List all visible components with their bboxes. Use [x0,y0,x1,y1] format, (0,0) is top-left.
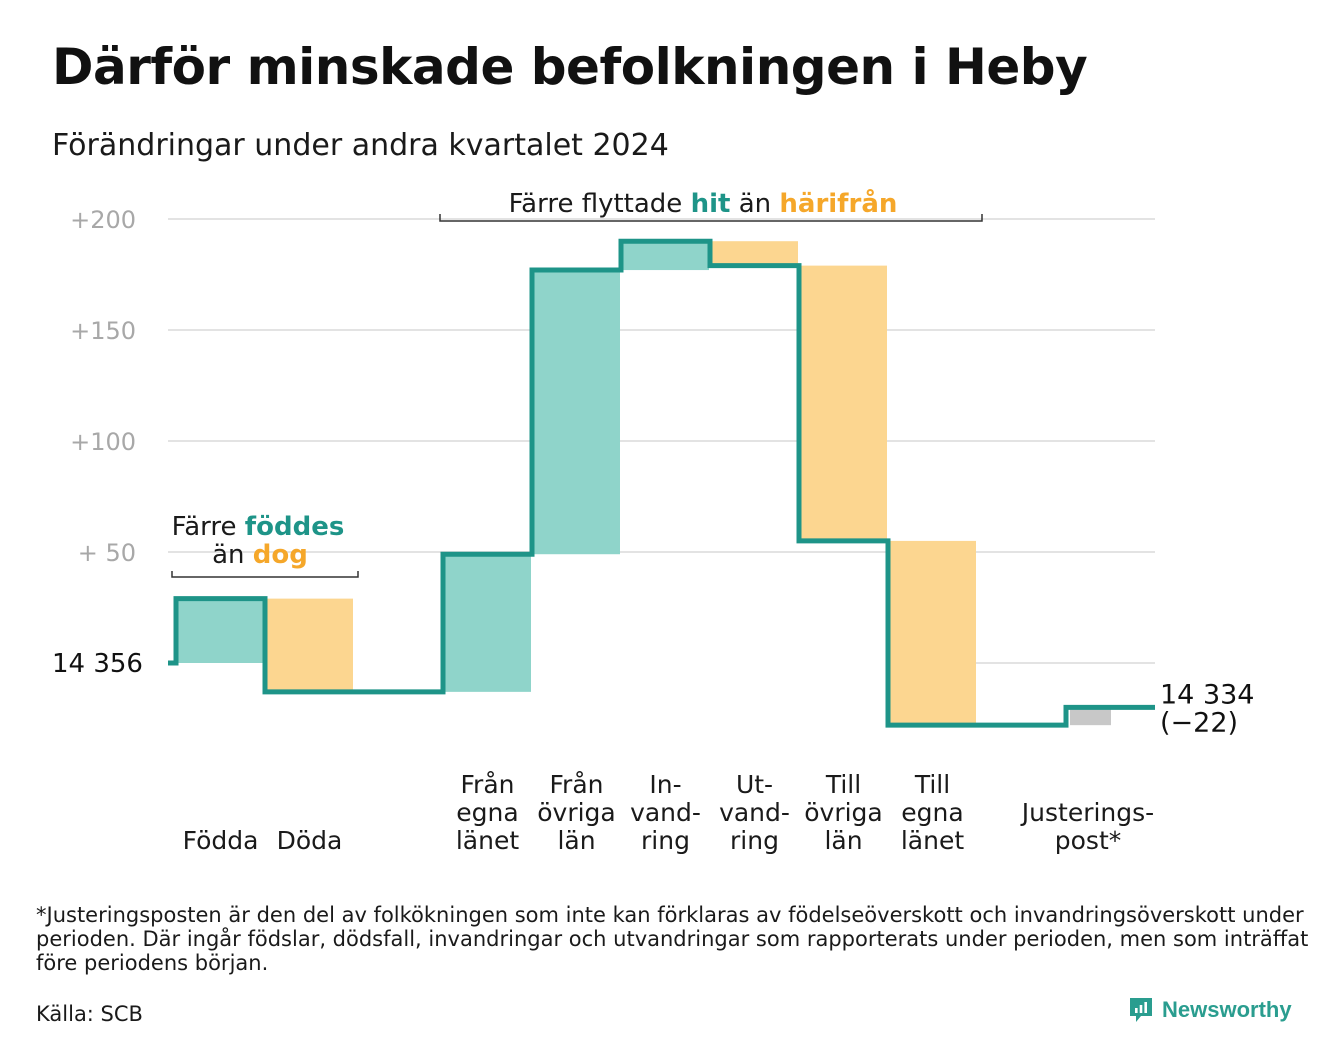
annotation-migration: Färre flyttade hit än härifrån [509,187,898,219]
waterfall-bar [533,270,620,555]
footnote: *Justeringsposten är den del av folkökni… [36,903,1309,975]
waterfall-bar [889,540,976,726]
category-label-line: Till [825,770,861,799]
category-label: Till övriga län [804,770,883,855]
category-label-line: Från [460,770,514,799]
annotation-part: föddes [245,512,345,542]
y-tick-label: + 50 [78,539,136,567]
chart-title: Därför minskade befolkningen i Heby [52,38,1088,96]
end-value-label: 14 334 [1160,679,1254,710]
category-label: Till egna länet [901,770,964,855]
category-label-line: Från [549,770,603,799]
cumulative-step-line [168,238,1155,728]
annotation-births-deaths: Färre föddes [172,512,345,542]
start-value-label: 14 356 [52,649,143,679]
source-label: Källa: SCB [36,1002,143,1026]
category-label: Döda [277,826,343,855]
y-tick-label: +150 [70,317,136,345]
category-label: Från övriga län [537,770,616,855]
category-label: Justerings-post* [1020,798,1154,855]
annotation-part: än [212,540,253,570]
waterfall-bar [177,598,264,663]
chart-subtitle: Förändringar under andra kvartalet 2024 [52,128,669,163]
waterfall-bar [444,554,531,692]
category-label-line: län [824,826,862,855]
annotation-part: härifrån [779,187,897,219]
y-tick-label: +200 [70,206,136,234]
category-label-line: egna [901,798,963,827]
category-label-line: vand- [719,798,790,827]
brand-name: Newsworthy [1162,997,1292,1022]
waterfall-bar [1070,707,1111,726]
category-label-line: Till [914,770,950,799]
y-tick-label: +100 [70,428,136,456]
category-label-line: övriga [804,798,883,827]
grid-layer [168,218,1155,664]
annotation-part: hit [691,189,731,219]
category-label: Ut-vand-ring [719,770,790,855]
category-label-line: länet [456,826,519,855]
waterfall-bar [800,265,887,541]
annotation-bracket-births [171,571,359,578]
category-label-line: post* [1055,826,1122,855]
waterfall-bar [711,241,798,266]
waterfall-bar [266,598,353,692]
brand: Newsworthy [1128,996,1292,1024]
category-label-line: ring [641,826,690,855]
category-label-line: egna [456,798,518,827]
annotation-part: Färre [172,512,245,542]
category-label-line: In- [649,770,681,799]
category-label-line: Födda [183,826,259,855]
category-label-line: Justerings- [1020,798,1154,827]
waterfall-bar [622,241,709,271]
newsworthy-logo-icon [1130,998,1152,1022]
annotation-bracket-migration [439,214,983,222]
category-label: Födda [183,826,259,855]
annotation-part: dog [253,540,308,570]
category-label-line: Döda [277,826,343,855]
category-label-line: länet [901,826,964,855]
category-label: In-vand-ring [630,770,701,855]
category-label-line: vand- [630,798,701,827]
bar-layer [177,241,1111,726]
annotation-births-deaths-line2: än dog [212,540,308,570]
category-label-line: Ut- [736,770,773,799]
category-label-line: ring [730,826,779,855]
annotation-part: Färre flyttade [509,189,691,219]
annotation-part: än [730,189,779,219]
line-layer [168,238,1155,728]
category-label-line: län [557,826,595,855]
end-change-label: (−22) [1160,707,1238,738]
category-label: Från egna länet [456,770,519,855]
category-label-line: övriga [537,798,616,827]
